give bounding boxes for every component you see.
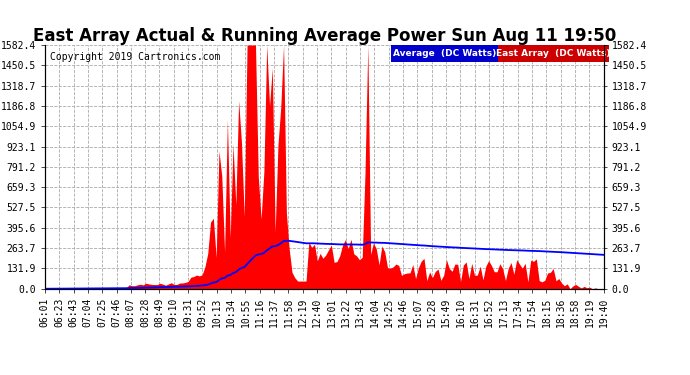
Title: East Array Actual & Running Average Power Sun Aug 11 19:50: East Array Actual & Running Average Powe… bbox=[32, 27, 616, 45]
Text: Average  (DC Watts): Average (DC Watts) bbox=[393, 49, 496, 58]
Text: East Array  (DC Watts): East Array (DC Watts) bbox=[496, 49, 611, 58]
Text: Copyright 2019 Cartronics.com: Copyright 2019 Cartronics.com bbox=[50, 53, 221, 62]
FancyBboxPatch shape bbox=[391, 45, 497, 62]
FancyBboxPatch shape bbox=[497, 45, 609, 62]
